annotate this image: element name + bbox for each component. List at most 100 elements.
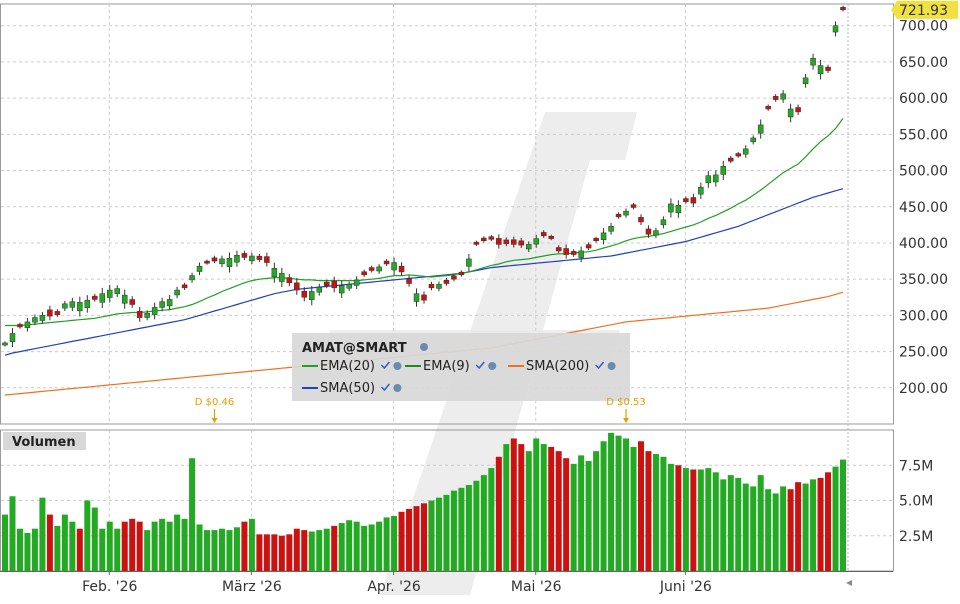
candle-down [825, 66, 831, 71]
candle-down [555, 247, 562, 252]
candle-up [810, 58, 816, 66]
volume-bar [525, 451, 532, 571]
legend-label-ema20: EMA(20) [320, 359, 375, 374]
volume-bar [720, 479, 727, 571]
candle-down [481, 237, 487, 242]
candlesticks [2, 5, 846, 348]
candle-down [638, 217, 644, 223]
candle-down [383, 260, 390, 265]
candle-down [47, 309, 53, 317]
volume-bar [667, 463, 674, 571]
price-tick-label: 350.00 [899, 272, 948, 288]
volume-tick-label: 2.5M [899, 529, 933, 545]
volume-bar [727, 475, 734, 571]
volume-bar [263, 534, 270, 571]
candle-down [17, 324, 23, 328]
volume-bar [218, 528, 225, 571]
globe-icon [393, 384, 402, 392]
candle-up [84, 299, 91, 308]
candle-up [526, 244, 532, 250]
scroll-arrow-icon [846, 580, 852, 586]
volume-bar [174, 514, 181, 571]
check-icon [380, 383, 390, 392]
volume-bar [428, 500, 435, 571]
volume-bar [765, 489, 772, 571]
candle-up [316, 286, 322, 293]
volume-bar [271, 534, 278, 571]
volume-bar [391, 516, 398, 571]
volume-bar [780, 486, 787, 571]
dividend-label: D $0.46 [195, 397, 235, 408]
candle-up [802, 77, 809, 85]
dividend-arrow-icon [211, 418, 218, 423]
volume-bar [772, 493, 779, 571]
candle-up [174, 289, 180, 296]
volume-bar [406, 508, 413, 571]
volume-bar [540, 444, 547, 571]
volume-bar [413, 506, 420, 571]
volume-bar [129, 518, 136, 571]
volume-bar [293, 528, 300, 571]
candle-up [69, 301, 76, 308]
candle-down [451, 275, 457, 280]
volume-bar [533, 438, 540, 571]
volume-bar [637, 441, 644, 571]
volume-bar [810, 479, 817, 571]
candle-down [256, 255, 263, 260]
dividend-arrow-icon [623, 418, 630, 423]
volume-bar [450, 490, 457, 571]
candle-up [196, 265, 203, 272]
volume-title-bg [3, 432, 86, 450]
candle-down [301, 290, 308, 298]
volume-bar [196, 524, 203, 571]
volume-bar [630, 446, 637, 571]
candle-up [608, 226, 614, 232]
x-tick-label: Juni '26 [659, 579, 712, 595]
candle-down [645, 228, 652, 235]
candle-up [219, 258, 225, 265]
x-tick-label: Mai '26 [511, 579, 562, 595]
price-tick-label: 200.00 [899, 381, 948, 397]
volume-bar [189, 458, 196, 571]
candle-up [713, 174, 719, 183]
candle-up [780, 93, 786, 100]
candle-down [204, 260, 210, 264]
volume-bar [757, 475, 764, 571]
candle-down [443, 279, 450, 284]
candle-up [32, 317, 38, 323]
check-icon [475, 361, 485, 370]
volume-bar [248, 518, 255, 571]
volume-bar [465, 484, 472, 571]
globe-icon [607, 362, 616, 370]
price-tick-label: 300.00 [899, 308, 948, 324]
candle-up [189, 275, 195, 281]
volume-bar [226, 530, 233, 571]
volume-bar [480, 475, 487, 571]
globe-icon [420, 343, 428, 351]
candle-up [660, 219, 667, 226]
volume-bar [802, 483, 809, 571]
candle-down [593, 238, 599, 242]
candle-up [353, 279, 360, 286]
volume-bar [682, 468, 689, 571]
candle-down [518, 240, 525, 246]
x-tick-label: Apr. '26 [367, 579, 421, 595]
volume-bar [9, 496, 16, 571]
candle-down [361, 271, 367, 276]
volume-bar [817, 477, 824, 571]
volume-bar [323, 528, 330, 571]
volume-bar [593, 451, 600, 571]
volume-bar [398, 511, 405, 571]
candle-up [600, 232, 607, 241]
volume-bar [256, 534, 263, 571]
volume-bar [144, 530, 151, 571]
volume-bar [421, 503, 427, 571]
candle-up [675, 205, 682, 214]
globe-icon [393, 362, 402, 370]
price-tick-label: 450.00 [899, 200, 948, 216]
volume-bar [106, 521, 113, 571]
candle-up [436, 283, 442, 289]
candle-down [540, 232, 547, 236]
candle-down [548, 236, 554, 239]
